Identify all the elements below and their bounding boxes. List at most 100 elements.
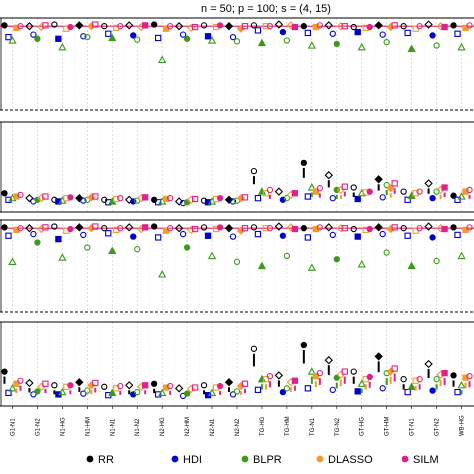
x-tick-label: TG-HG bbox=[260, 416, 266, 436]
data-point bbox=[229, 33, 237, 41]
data-point bbox=[466, 186, 473, 194]
data-point bbox=[374, 223, 383, 232]
data-point bbox=[333, 374, 340, 381]
data-point bbox=[291, 225, 299, 233]
data-point bbox=[457, 380, 466, 389]
data-point bbox=[324, 171, 333, 180]
data-point bbox=[55, 198, 62, 205]
data-point bbox=[191, 225, 199, 233]
data-point bbox=[42, 380, 49, 387]
data-point bbox=[134, 36, 141, 43]
data-point bbox=[186, 225, 196, 235]
data-point bbox=[75, 223, 84, 232]
data-point bbox=[304, 193, 311, 200]
data-point bbox=[204, 33, 212, 40]
data-point bbox=[155, 234, 162, 241]
data-point bbox=[5, 33, 12, 41]
data-point bbox=[354, 28, 361, 36]
data-point bbox=[466, 373, 473, 380]
data-point bbox=[204, 232, 212, 239]
data-point bbox=[183, 35, 191, 42]
data-point bbox=[67, 194, 74, 201]
x-tick-label: GT-HG bbox=[360, 417, 366, 436]
data-point bbox=[274, 371, 284, 380]
data-point bbox=[312, 373, 319, 380]
data-point bbox=[254, 386, 262, 393]
data-point bbox=[67, 382, 74, 389]
data-point bbox=[457, 192, 466, 200]
data-point bbox=[316, 22, 323, 29]
data-point bbox=[113, 195, 120, 203]
data-point bbox=[291, 23, 299, 31]
data-point bbox=[233, 38, 241, 45]
data-point bbox=[416, 23, 423, 30]
panel-length-s15 bbox=[0, 321, 474, 407]
data-point bbox=[58, 42, 67, 51]
data-point bbox=[316, 185, 323, 192]
data-point bbox=[5, 232, 12, 239]
data-point bbox=[424, 179, 433, 188]
data-point bbox=[117, 225, 124, 232]
data-point bbox=[151, 223, 158, 230]
data-point bbox=[374, 175, 383, 184]
data-point bbox=[75, 21, 84, 30]
data-point bbox=[37, 22, 46, 32]
data-point bbox=[92, 379, 99, 387]
data-point bbox=[200, 224, 208, 231]
data-point bbox=[174, 197, 184, 206]
data-point bbox=[229, 391, 237, 398]
data-point bbox=[17, 225, 24, 232]
x-tick-label: N2-HM bbox=[185, 417, 191, 436]
data-point bbox=[450, 224, 457, 231]
data-point bbox=[250, 167, 258, 175]
data-point bbox=[262, 225, 270, 232]
data-point bbox=[336, 22, 345, 31]
data-point bbox=[80, 197, 87, 204]
data-point bbox=[30, 230, 37, 238]
data-point bbox=[174, 384, 184, 393]
data-point bbox=[92, 223, 99, 230]
data-point bbox=[454, 196, 461, 203]
x-tick-labels: G1-N1 G1-N2 N1-HG N1-HM N1-N1 N1-N2 N2-HG N2-HM… bbox=[10, 406, 466, 436]
data-point bbox=[357, 379, 366, 387]
data-point bbox=[25, 224, 34, 233]
data-point bbox=[257, 38, 267, 47]
panel-coverage-s15 bbox=[0, 219, 474, 313]
data-point bbox=[30, 391, 37, 398]
data-point bbox=[155, 391, 162, 398]
data-point bbox=[134, 246, 141, 253]
data-point bbox=[17, 191, 24, 199]
data-point bbox=[404, 196, 411, 203]
data-point bbox=[350, 368, 357, 375]
data-point bbox=[386, 184, 395, 193]
data-point bbox=[412, 190, 419, 197]
data-point bbox=[283, 252, 291, 260]
data-point bbox=[58, 253, 67, 261]
data-point bbox=[274, 222, 284, 231]
legend-swatch-blpr bbox=[241, 455, 249, 463]
data-point bbox=[5, 196, 12, 203]
data-point bbox=[37, 224, 46, 234]
data-point bbox=[155, 199, 162, 206]
data-point bbox=[379, 31, 386, 38]
data-point bbox=[441, 225, 448, 233]
data-point bbox=[307, 41, 316, 49]
data-point bbox=[350, 184, 357, 191]
data-point bbox=[274, 20, 284, 29]
data-point bbox=[329, 231, 336, 239]
data-point bbox=[307, 263, 316, 271]
data-point bbox=[179, 31, 187, 38]
data-point bbox=[429, 234, 436, 241]
data-point bbox=[191, 195, 199, 203]
legend-label-silm: SILM bbox=[413, 454, 439, 466]
data-point bbox=[400, 225, 407, 232]
data-point bbox=[216, 224, 224, 231]
data-point bbox=[379, 385, 386, 392]
data-point bbox=[92, 21, 99, 28]
legend-label-rr: RR bbox=[98, 454, 114, 466]
data-point bbox=[424, 20, 433, 29]
data-point bbox=[216, 382, 224, 390]
data-point bbox=[350, 23, 357, 31]
chart-legend: RR HDI BLPR DLASSO SILM bbox=[86, 454, 439, 466]
